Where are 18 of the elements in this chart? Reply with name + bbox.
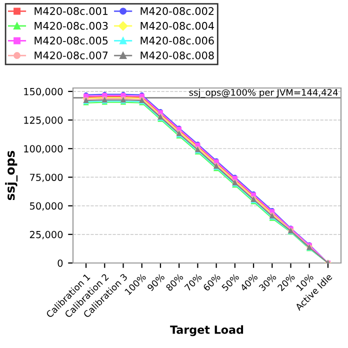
y-tick-label: 75,000	[30, 174, 63, 182]
y-tick-label: 125,000	[24, 116, 63, 125]
legend-label: M420-08c.005	[34, 36, 108, 45]
x-axis-title: Target Load	[170, 325, 244, 336]
y-axis-title: ssj_ops	[5, 150, 18, 200]
y-tick-label: 0	[58, 259, 63, 267]
legend-label: M420-08c.001	[34, 7, 108, 16]
legend-label: M420-08c.008	[140, 51, 214, 60]
y-tick-label: 100,000	[24, 145, 63, 154]
ref-line-label: ssj_ops@100% per JVM=144,424	[189, 88, 338, 98]
legend-label: M420-08c.004	[140, 22, 214, 30]
y-tick-label: 25,000	[30, 230, 63, 240]
legend-label: M420-08c.003	[34, 22, 108, 30]
legend-label: M420-08c.002	[140, 7, 214, 16]
y-tick-label: 50,000	[30, 202, 63, 211]
legend-label: M420-08c.006	[140, 36, 214, 45]
legend-label: M420-08c.007	[34, 51, 108, 60]
y-tick-label: 150,000	[24, 88, 63, 96]
